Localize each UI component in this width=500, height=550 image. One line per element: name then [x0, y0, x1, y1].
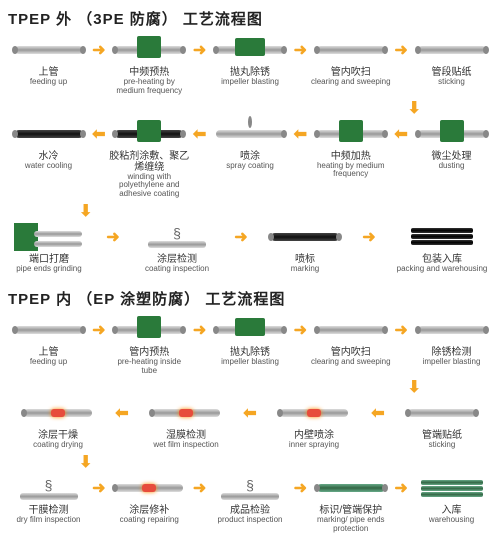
row-3: 端口打磨pipe ends grinding ➜ §涂层检测coating in… — [8, 222, 492, 274]
row2-2: 涂层干燥coating drying ⬅ 湿膜检测wet film inspec… — [8, 398, 492, 450]
step2-inner: 内壁喷涂inner spraying — [264, 398, 364, 450]
step-dust: 微尘处理dusting — [411, 119, 492, 171]
arrow-icon: ⬅ — [368, 398, 388, 428]
title-1: TPEP 外 （3PE 防腐） 工艺流程图 — [8, 8, 492, 29]
step-wind: 胶粘剂涂敷、聚乙烯缠绕winding with polyethylene and… — [109, 119, 190, 199]
arrow-icon: ⬅ — [190, 119, 210, 149]
section-inner: TPEP 内 （EP 涂塑防腐） 工艺流程图 上管feeding up ➜ 管内… — [0, 280, 500, 540]
step2-ware: 入库warehousing — [411, 473, 492, 525]
row2-3: §干膜检测dry film inspection ➜ 涂层修补coating r… — [8, 473, 492, 534]
step-feeding: 上管feeding up — [8, 35, 89, 87]
spring-icon: § — [45, 477, 53, 493]
arrow-down-icon: ⬇ — [407, 377, 420, 397]
arrow-icon: ⬅ — [89, 119, 109, 149]
arrow-icon: ⬅ — [291, 119, 311, 149]
step-mark: 喷标marking — [264, 222, 346, 274]
step2-dry: 涂层干燥coating drying — [8, 398, 108, 450]
step2-clear: 管内吹扫clearing and sweeping — [310, 315, 391, 367]
step2-feed: 上管feeding up — [8, 315, 89, 367]
step-blast: 抛丸除锈impeller blasting — [210, 35, 291, 87]
step-inspect: §涂层检测coating inspection — [136, 222, 218, 274]
step2-rust: 除锈检测impeller blasting — [411, 315, 492, 367]
step-cool: 水冷water cooling — [8, 119, 89, 171]
arrow-icon: ➜ — [103, 222, 123, 252]
title-2: TPEP 内 （EP 涂塑防腐） 工艺流程图 — [8, 288, 492, 309]
arrow-down-icon: ⬇ — [79, 201, 92, 221]
arrow-icon: ➜ — [291, 473, 311, 503]
arrow-icon: ➜ — [190, 473, 210, 503]
arrow-icon: ➜ — [391, 315, 411, 345]
arrow-icon: ➜ — [231, 222, 251, 252]
arrow-icon: ⬅ — [112, 398, 132, 428]
step-preheat: 中频预热pre-heating by medium frequency — [109, 35, 190, 96]
step-grind: 端口打磨pipe ends grinding — [8, 222, 90, 274]
arrow-down-icon: ⬇ — [407, 98, 420, 118]
spring-icon: § — [246, 477, 254, 493]
step2-dryf: §干膜检测dry film inspection — [8, 473, 89, 525]
spring-icon: § — [173, 225, 181, 241]
step2-blast: 抛丸除锈impeller blasting — [210, 315, 291, 367]
arrow-icon: ➜ — [190, 315, 210, 345]
arrow-icon: ➜ — [391, 35, 411, 65]
step2-prod: §成品检验product inspection — [210, 473, 291, 525]
step2-preheat: 管内预热pre-heating inside tube — [109, 315, 190, 376]
step2-stick: 管端贴纸sticking — [392, 398, 492, 450]
arrow-icon: ➜ — [391, 473, 411, 503]
step2-wet: 湿膜检测wet film inspection — [136, 398, 236, 450]
step2-repair: 涂层修补coating repairing — [109, 473, 190, 525]
arrow-icon: ➜ — [291, 35, 311, 65]
arrow-icon: ⬅ — [240, 398, 260, 428]
step-heat2: 中频加热heating by medium frequency — [310, 119, 391, 180]
step-clear: 管内吹扫clearing and sweeping — [310, 35, 391, 87]
arrow-down-icon: ⬇ — [79, 452, 92, 472]
row-1: 上管feeding up ➜ 中频预热pre-heating by medium… — [8, 35, 492, 96]
step-pack: 包装入库packing and warehousing — [392, 222, 492, 274]
arrow-icon: ➜ — [89, 315, 109, 345]
section-outer: TPEP 外 （3PE 防腐） 工艺流程图 上管feeding up ➜ 中频预… — [0, 0, 500, 280]
arrow-icon: ➜ — [190, 35, 210, 65]
row2-1: 上管feeding up ➜ 管内预热pre-heating inside tu… — [8, 315, 492, 376]
step-spray: 喷涂spray coating — [210, 119, 291, 171]
arrow-icon: ➜ — [359, 222, 379, 252]
arrow-icon: ➜ — [291, 315, 311, 345]
arrow-icon: ⬅ — [391, 119, 411, 149]
step-stick: 管段贴纸sticking — [411, 35, 492, 87]
arrow-icon: ➜ — [89, 473, 109, 503]
step2-mark: 标识/管端保护marking/ pipe ends protection — [310, 473, 391, 534]
row-2: 水冷water cooling ⬅ 胶粘剂涂敷、聚乙烯缠绕winding wit… — [8, 119, 492, 199]
arrow-icon: ➜ — [89, 35, 109, 65]
